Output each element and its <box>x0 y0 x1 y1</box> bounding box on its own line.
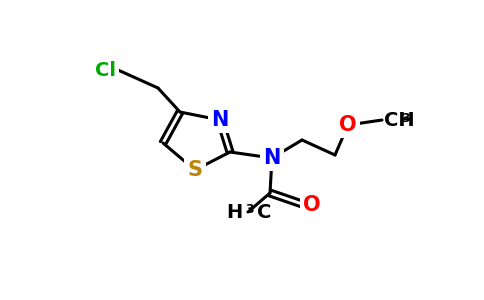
Text: 3: 3 <box>246 203 254 216</box>
Text: C: C <box>257 202 272 221</box>
Text: Cl: Cl <box>95 61 116 80</box>
Text: N: N <box>263 148 281 168</box>
Text: CH: CH <box>384 110 415 130</box>
Text: O: O <box>303 195 321 215</box>
Text: N: N <box>212 110 228 130</box>
Text: H: H <box>227 202 243 221</box>
Text: O: O <box>339 115 357 135</box>
Text: S: S <box>187 160 202 180</box>
Text: 3: 3 <box>401 112 409 125</box>
